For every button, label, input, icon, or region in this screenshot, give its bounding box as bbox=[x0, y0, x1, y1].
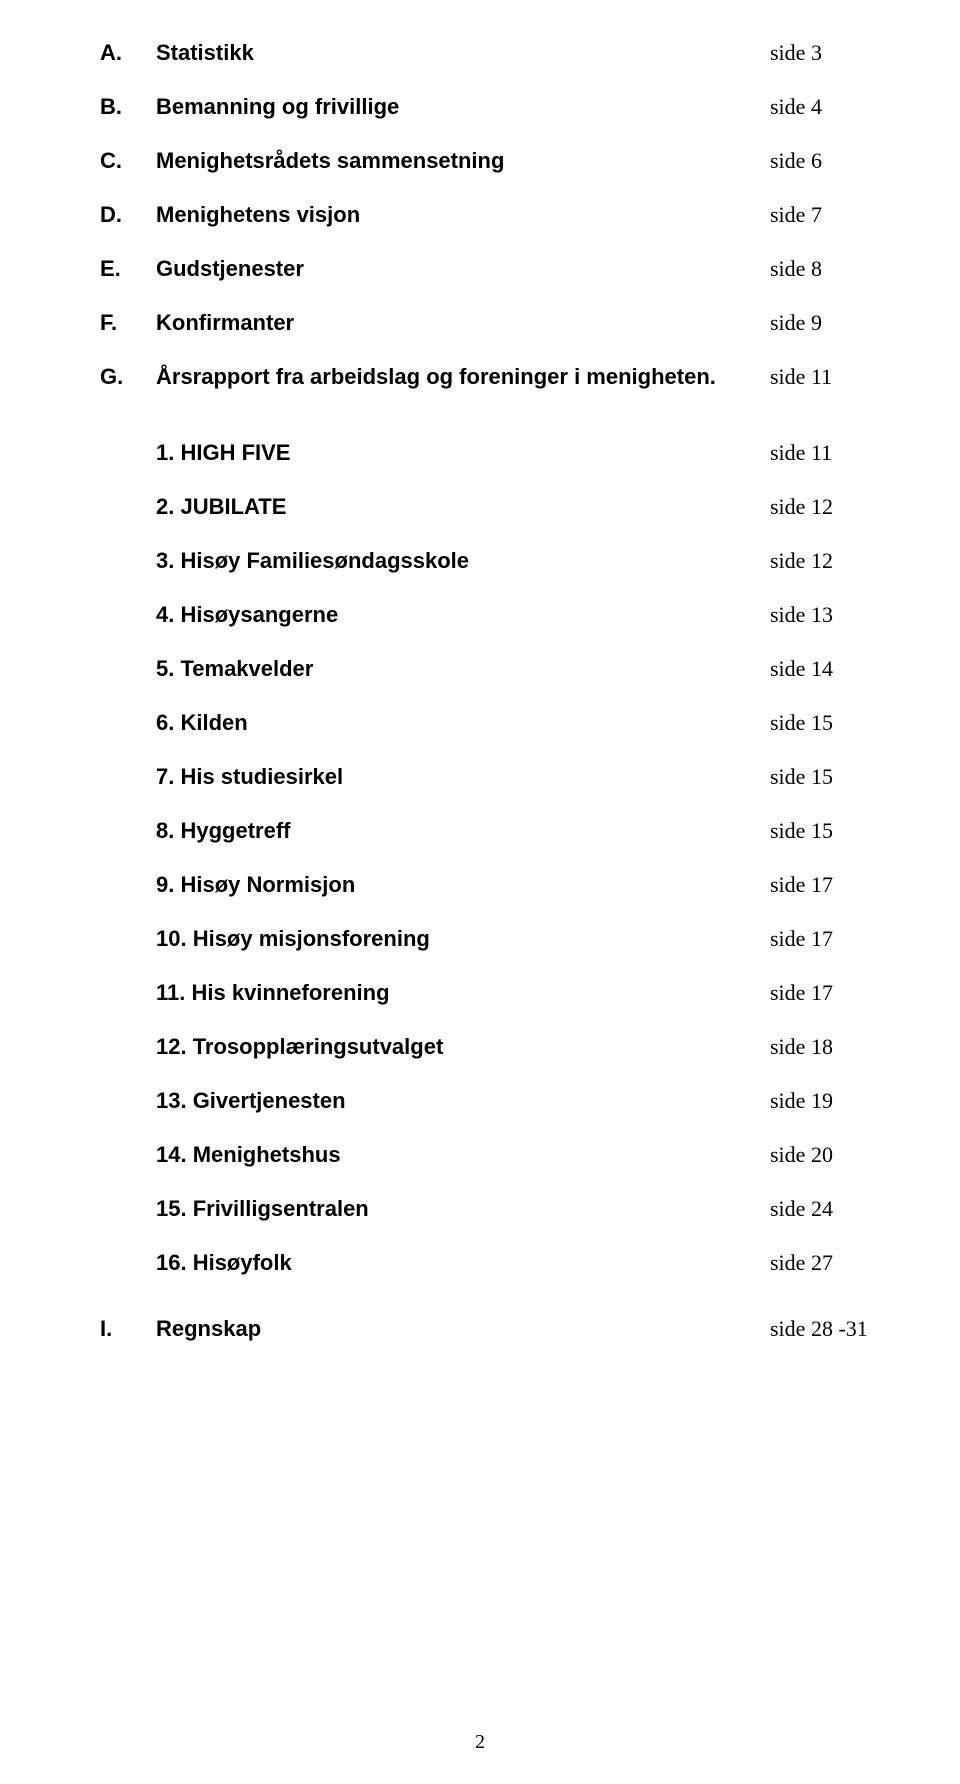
section-row: A.Statistikkside 3 bbox=[100, 40, 890, 66]
subsection-page: side 17 bbox=[770, 872, 890, 898]
subsection-label: 13. Givertjenesten bbox=[156, 1088, 770, 1114]
subsection-page: side 20 bbox=[770, 1142, 890, 1168]
section-page: side 11 bbox=[770, 364, 890, 390]
subsection-page: side 19 bbox=[770, 1088, 890, 1114]
section-marker: F. bbox=[100, 310, 156, 336]
subsection-row: 12. Trosopplæringsutvalgetside 18 bbox=[156, 1034, 890, 1060]
subsection-page: side 17 bbox=[770, 926, 890, 952]
section-label: Gudstjenester bbox=[156, 256, 770, 282]
subsection-page: side 12 bbox=[770, 494, 890, 520]
section-label: Statistikk bbox=[156, 40, 770, 66]
subsection-label: 2. JUBILATE bbox=[156, 494, 770, 520]
subsection-row: 16. Hisøyfolkside 27 bbox=[156, 1250, 890, 1276]
section-page: side 3 bbox=[770, 40, 890, 66]
subsection-page: side 13 bbox=[770, 602, 890, 628]
subsection-row: 3. Hisøy Familiesøndagsskoleside 12 bbox=[156, 548, 890, 574]
subsection-row: 7. His studiesirkelside 15 bbox=[156, 764, 890, 790]
subsection-row: 15. Frivilligsentralenside 24 bbox=[156, 1196, 890, 1222]
subsection-row: 8. Hyggetreffside 15 bbox=[156, 818, 890, 844]
section-label: Menighetens visjon bbox=[156, 202, 770, 228]
subsection-row: 1. HIGH FIVEside 11 bbox=[156, 440, 890, 466]
subsection-label: 11. His kvinneforening bbox=[156, 980, 770, 1006]
subsection-label: 12. Trosopplæringsutvalget bbox=[156, 1034, 770, 1060]
section-marker: E. bbox=[100, 256, 156, 282]
subsection-row: 11. His kvinneforeningside 17 bbox=[156, 980, 890, 1006]
section-label: Bemanning og frivillige bbox=[156, 94, 770, 120]
subsection-label: 4. Hisøysangerne bbox=[156, 602, 770, 628]
section-marker: I. bbox=[100, 1316, 156, 1342]
section-marker: D. bbox=[100, 202, 156, 228]
section-label: Årsrapport fra arbeidslag og foreninger … bbox=[156, 364, 770, 390]
section-row: C.Menighetsrådets sammensetningside 6 bbox=[100, 148, 890, 174]
subsection-label: 7. His studiesirkel bbox=[156, 764, 770, 790]
subsection-label: 16. Hisøyfolk bbox=[156, 1250, 770, 1276]
subsection-row: 4. Hisøysangerneside 13 bbox=[156, 602, 890, 628]
section-marker: C. bbox=[100, 148, 156, 174]
section-label: Menighetsrådets sammensetning bbox=[156, 148, 770, 174]
sub-section-list: 1. HIGH FIVEside 112. JUBILATEside 123. … bbox=[100, 440, 890, 1276]
section-page: side 7 bbox=[770, 202, 890, 228]
subsection-row: 6. Kildenside 15 bbox=[156, 710, 890, 736]
subsection-page: side 15 bbox=[770, 710, 890, 736]
subsection-label: 15. Frivilligsentralen bbox=[156, 1196, 770, 1222]
section-row: E.Gudstjenesterside 8 bbox=[100, 256, 890, 282]
subsection-page: side 18 bbox=[770, 1034, 890, 1060]
section-marker: A. bbox=[100, 40, 156, 66]
section-row: D.Menighetens visjonside 7 bbox=[100, 202, 890, 228]
section-label: Konfirmanter bbox=[156, 310, 770, 336]
section-label: Regnskap bbox=[156, 1316, 770, 1342]
subsection-row: 5. Temakvelderside 14 bbox=[156, 656, 890, 682]
subsection-row: 2. JUBILATEside 12 bbox=[156, 494, 890, 520]
section-page: side 6 bbox=[770, 148, 890, 174]
subsection-label: 3. Hisøy Familiesøndagsskole bbox=[156, 548, 770, 574]
section-row: B.Bemanning og frivilligeside 4 bbox=[100, 94, 890, 120]
section-marker: B. bbox=[100, 94, 156, 120]
section-page: side 28 -31 bbox=[770, 1316, 890, 1342]
subsection-page: side 15 bbox=[770, 818, 890, 844]
page-number: 2 bbox=[0, 1731, 960, 1754]
subsection-row: 10. Hisøy misjonsforeningside 17 bbox=[156, 926, 890, 952]
subsection-label: 6. Kilden bbox=[156, 710, 770, 736]
subsection-label: 10. Hisøy misjonsforening bbox=[156, 926, 770, 952]
subsection-page: side 11 bbox=[770, 440, 890, 466]
subsection-row: 13. Givertjenestenside 19 bbox=[156, 1088, 890, 1114]
section-page: side 9 bbox=[770, 310, 890, 336]
subsection-label: 5. Temakvelder bbox=[156, 656, 770, 682]
subsection-page: side 12 bbox=[770, 548, 890, 574]
subsection-label: 9. Hisøy Normisjon bbox=[156, 872, 770, 898]
main-section-list: A.Statistikkside 3 B.Bemanning og frivill… bbox=[100, 40, 890, 390]
subsection-page: side 17 bbox=[770, 980, 890, 1006]
subsection-page: side 14 bbox=[770, 656, 890, 682]
subsection-page: side 24 bbox=[770, 1196, 890, 1222]
subsection-row: 14. Menighetshusside 20 bbox=[156, 1142, 890, 1168]
subsection-page: side 15 bbox=[770, 764, 890, 790]
subsection-row: 9. Hisøy Normisjonside 17 bbox=[156, 872, 890, 898]
subsection-label: 8. Hyggetreff bbox=[156, 818, 770, 844]
subsection-label: 14. Menighetshus bbox=[156, 1142, 770, 1168]
subsection-page: side 27 bbox=[770, 1250, 890, 1276]
section-page: side 4 bbox=[770, 94, 890, 120]
section-row: G.Årsrapport fra arbeidslag og foreninge… bbox=[100, 364, 890, 390]
section-marker: G. bbox=[100, 364, 156, 390]
subsection-label: 1. HIGH FIVE bbox=[156, 440, 770, 466]
final-section-row: I. Regnskap side 28 -31 bbox=[100, 1316, 890, 1342]
section-row: F.Konfirmanterside 9 bbox=[100, 310, 890, 336]
section-page: side 8 bbox=[770, 256, 890, 282]
